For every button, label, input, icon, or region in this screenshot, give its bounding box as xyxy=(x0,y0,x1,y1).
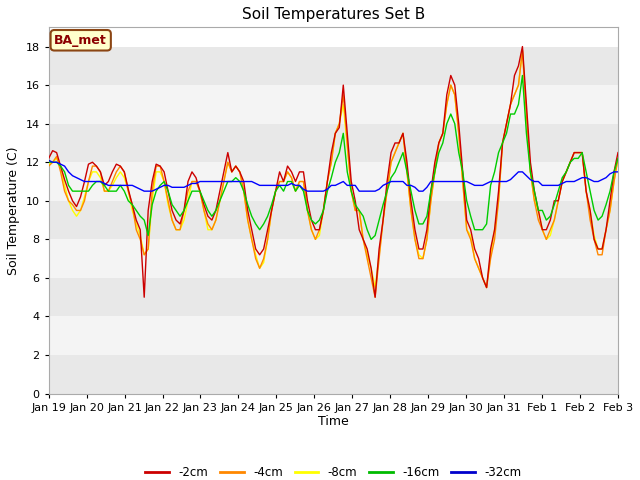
Y-axis label: Soil Temperature (C): Soil Temperature (C) xyxy=(7,146,20,275)
Text: BA_met: BA_met xyxy=(54,34,107,47)
Legend: -2cm, -4cm, -8cm, -16cm, -32cm: -2cm, -4cm, -8cm, -16cm, -32cm xyxy=(141,462,526,480)
Bar xyxy=(49,47,618,85)
X-axis label: Time: Time xyxy=(318,415,349,429)
Bar xyxy=(49,162,618,201)
Bar xyxy=(49,278,618,316)
Bar xyxy=(49,316,618,355)
Bar xyxy=(49,85,618,124)
Bar xyxy=(49,355,618,394)
Title: Soil Temperatures Set B: Soil Temperatures Set B xyxy=(242,7,425,22)
Bar xyxy=(49,240,618,278)
Bar xyxy=(49,124,618,162)
Bar xyxy=(49,201,618,240)
